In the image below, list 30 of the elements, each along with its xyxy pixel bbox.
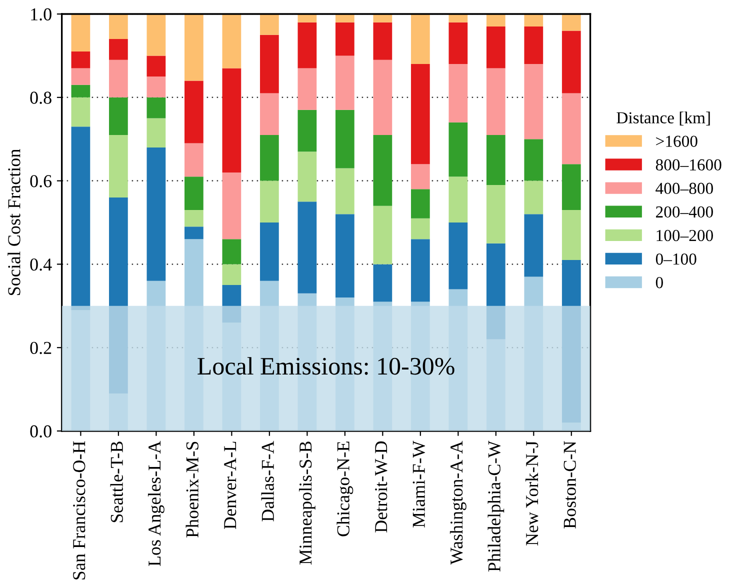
y-tick-label: 0.2 (30, 342, 52, 354)
legend-label: 100–200 (656, 230, 713, 242)
x-tick-label: Boston-C-N (564, 441, 576, 528)
y-tick-label: 0.8 (30, 92, 52, 104)
x-tick-label: Washington-A-A (450, 440, 466, 565)
y-tick-label: 0.4 (30, 258, 52, 271)
x-tick-label: Dallas-F-A (261, 440, 274, 522)
legend-label: 400–800 (656, 182, 713, 194)
x-tick-label: Seattle-T-B (110, 442, 123, 522)
legend-title: Distance [km] (616, 112, 710, 126)
legend-label: 0 (656, 277, 663, 288)
legend-label: >1600 (656, 136, 698, 147)
x-tick-label: Chicago-N-E (336, 442, 354, 536)
y-tick-label: 0.6 (30, 175, 52, 188)
legend-label: 800–1600 (656, 159, 722, 171)
x-tick-label: Denver-A-L (224, 442, 236, 530)
x-tick-label: Minneapolis-S-B (298, 442, 316, 565)
y-tick-label: 1.0 (31, 8, 52, 21)
legend-label: 200–400 (656, 206, 713, 218)
x-tick-label: Detroit-W-D (375, 441, 388, 532)
y-tick-label: 0.0 (30, 425, 52, 438)
legend-label: 0–100 (656, 253, 696, 265)
band-label: Local Emissions: 10-30% (198, 357, 454, 375)
x-tick-label: Philadelphia-C-W (488, 440, 504, 572)
x-tick-label: Miami-F-W (412, 440, 426, 528)
x-tick-label: New York-N-J (525, 441, 538, 546)
x-tick-label: San Francisco-O-H (73, 441, 86, 580)
y-axis-title: Social Cost Fraction (8, 149, 20, 296)
x-tick-label: Los Angeles-L-A (148, 440, 164, 566)
x-tick-label: Phoenix-M-S (186, 442, 198, 538)
